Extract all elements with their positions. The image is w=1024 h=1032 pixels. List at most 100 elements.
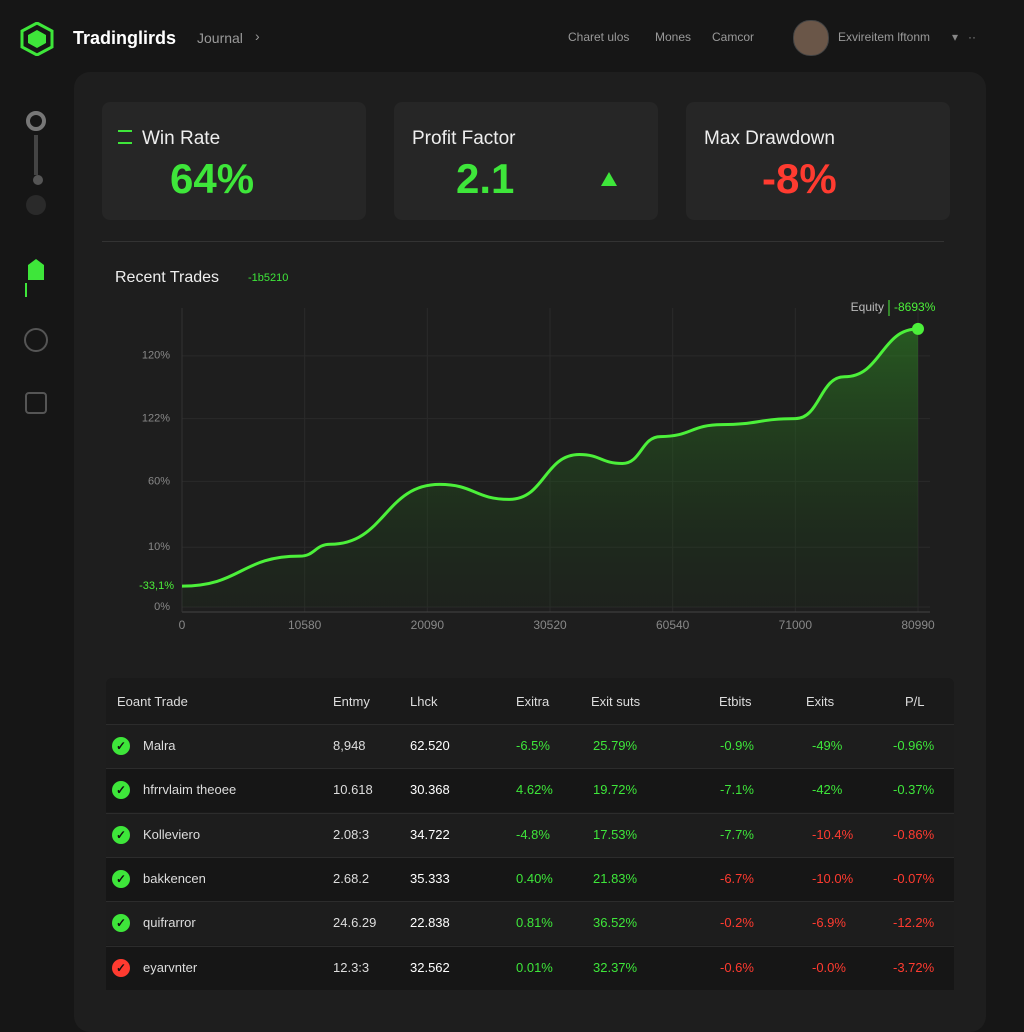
table-cell: 22.838: [410, 915, 450, 931]
chevron: ›: [255, 28, 260, 44]
kpi-value: 64%: [170, 155, 255, 202]
table-cell: -0.86%: [893, 826, 935, 842]
table-cell: -0.2%: [720, 915, 754, 931]
x-tick-label: 30520: [533, 618, 567, 632]
table-cell: 24.6.29: [333, 915, 377, 931]
table-cell: -6.9%: [812, 915, 846, 931]
table-cell: quifrarror: [143, 915, 196, 931]
column-header: Exits: [806, 694, 835, 709]
table-cell: -3.72%: [893, 959, 935, 975]
end-point: [912, 322, 924, 335]
kpi-card: Win Rate 64%: [102, 102, 366, 220]
table-cell: 32.562: [410, 959, 450, 975]
nav-link[interactable]: Mones: [655, 30, 692, 44]
table-cell: -10.0%: [812, 870, 854, 886]
table-cell: 0.81%: [516, 915, 553, 931]
column-header: P/L: [905, 694, 925, 709]
status-icon: ✓: [112, 914, 130, 933]
x-tick-label: 0: [179, 618, 186, 632]
x-tick-label: 10580: [288, 618, 322, 632]
equity-chart: 0% 10% 60% 122% 120% 0 10580 20090 30520 60540 710…: [139, 300, 936, 632]
info-icon[interactable]: [25, 392, 47, 414]
table-row[interactable]: [106, 812, 954, 857]
table-cell: -7.7%: [720, 826, 754, 842]
table-cell: hfrrvlaim theoee: [143, 782, 237, 798]
kpi-value: 2.1: [456, 155, 515, 202]
y-tick-label: 0%: [154, 601, 170, 613]
table-cell: 35.333: [410, 870, 450, 886]
table-cell: -4.8%: [516, 826, 550, 842]
table-cell: -0.37%: [893, 782, 935, 798]
chart-badge: -1b5210: [248, 272, 289, 284]
table-cell: 8,948: [333, 738, 366, 753]
legend-label: Equity: [851, 300, 884, 314]
table-cell: bakkencen: [143, 870, 206, 886]
kpi-label: Win Rate: [142, 128, 221, 149]
y-tick-label: 10%: [148, 541, 170, 553]
equity-line: [181, 327, 919, 588]
table-cell: 62.520: [410, 738, 450, 753]
legend-value: -8693%: [894, 300, 936, 314]
settings-icon[interactable]: [26, 111, 46, 131]
user-name[interactable]: Exvireitem lftonm: [838, 30, 931, 44]
table-cell: -10.4%: [812, 826, 854, 842]
table-cell: 19.72%: [593, 782, 638, 798]
table-cell: 21.83%: [593, 870, 638, 886]
table-cell: -49%: [812, 738, 843, 753]
x-tick-label: 80990: [901, 618, 935, 632]
equity-area: [182, 328, 918, 607]
table-cell: -0.0%: [812, 959, 846, 975]
status-icon: ✓: [112, 958, 130, 977]
table-row[interactable]: [106, 856, 954, 901]
kpi-icon: [118, 130, 132, 144]
start-label: -33,1%: [139, 580, 174, 592]
kpi-label: Max Drawdown: [704, 128, 835, 149]
breadcrumb[interactable]: Journal: [197, 30, 243, 46]
kpi-card: Max Drawdown -8%: [686, 102, 950, 220]
table-cell: eyarvnter: [143, 959, 198, 975]
logo-icon: [20, 21, 54, 57]
table-cell: 12.3:3: [333, 959, 370, 975]
trend-icon: [601, 172, 617, 186]
add-icon[interactable]: [24, 328, 48, 352]
x-tick-label: 71000: [779, 618, 813, 632]
table-cell: -6.7%: [720, 870, 754, 886]
y-tick-label: 60%: [148, 475, 170, 487]
table-cell: -6.5%: [516, 738, 550, 753]
brand: Tradinglirds: [73, 28, 177, 48]
column-header: Etbits: [719, 694, 752, 709]
table-row[interactable]: [106, 901, 954, 946]
avatar[interactable]: [793, 20, 829, 56]
table-cell: 34.722: [410, 826, 450, 842]
dot-icon[interactable]: [33, 175, 43, 185]
status-icon: ✓: [112, 737, 130, 755]
logo: [20, 21, 54, 57]
status-icon: ✓: [112, 825, 130, 844]
table-cell: 25.79%: [593, 738, 638, 753]
divider: [102, 241, 944, 242]
table-cell: -12.2%: [893, 915, 935, 931]
table-cell: -0.9%: [720, 738, 754, 753]
table-row[interactable]: [106, 768, 954, 813]
table-cell: 36.52%: [593, 915, 638, 931]
menu-icon[interactable]: [26, 195, 46, 215]
table-row[interactable]: [106, 945, 954, 990]
column-header: Entmy: [333, 694, 370, 709]
kpi-card: Profit Factor 2.1: [394, 102, 658, 220]
nav-link[interactable]: Charet ulos: [568, 30, 630, 44]
column-header: Lhck: [410, 694, 438, 709]
table-cell: 2.08:3: [333, 826, 370, 842]
table-cell: 32.37%: [593, 959, 638, 975]
status-icon: ✓: [112, 781, 130, 800]
kpi-label: Profit Factor: [412, 128, 516, 149]
menu-icon[interactable]: ▾ ··: [952, 30, 977, 44]
home-icon[interactable]: [28, 259, 44, 280]
column-header: Exit suts: [591, 694, 641, 709]
kpi-value: -8%: [762, 155, 837, 202]
table-row[interactable]: [106, 724, 954, 768]
table-cell: -0.6%: [720, 959, 754, 975]
x-tick-label: 60540: [656, 618, 690, 632]
column-header: Exitra: [516, 694, 550, 709]
nav-link[interactable]: Camcor: [712, 30, 755, 44]
